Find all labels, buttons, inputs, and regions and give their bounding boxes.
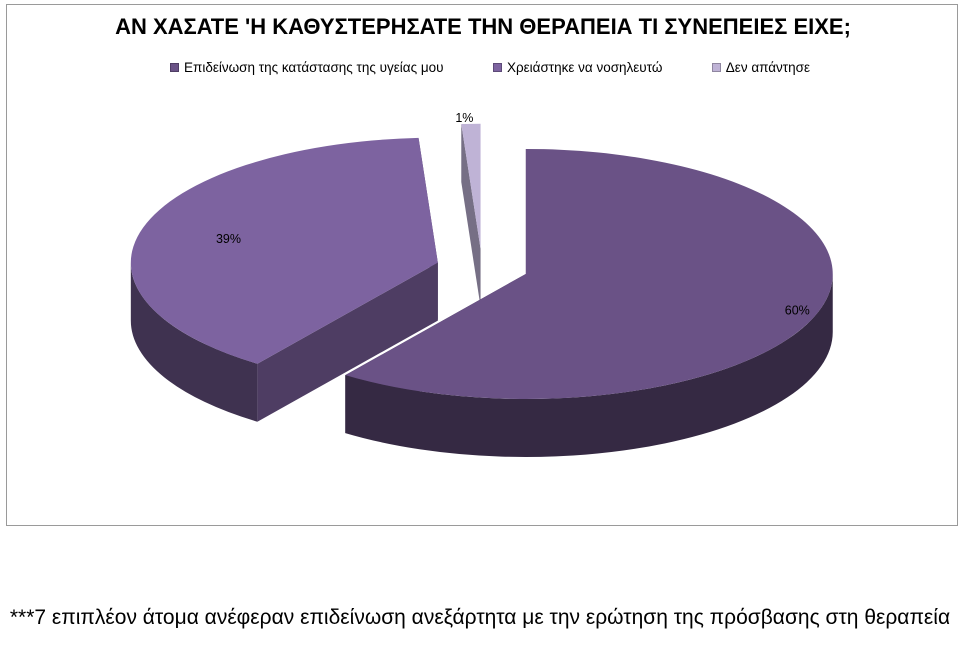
chart-title: ΑΝ ΧΑΣΑΤΕ 'Η ΚΑΘΥΣΤΕΡΗΣΑΤΕ ΤΗΝ ΘΕΡΑΠΕΙΑ … xyxy=(115,14,851,39)
chart-legend: Επιδείνωση της κατάστασης της υγείας μου… xyxy=(170,60,810,75)
legend-label-hospitalized: Χρειάστηκε να νοσηλευτώ xyxy=(506,60,663,75)
data-label-no-answer: 1% xyxy=(455,111,473,125)
legend-item-worsening: Επιδείνωση της κατάστασης της υγείας μου xyxy=(170,60,444,75)
legend-label-worsening: Επιδείνωση της κατάστασης της υγείας μου xyxy=(184,60,444,75)
data-label-worsening: 60% xyxy=(785,304,810,318)
pie-slice-no-answer xyxy=(461,123,481,307)
legend-item-hospitalized: Χρειάστηκε να νοσηλευτώ xyxy=(492,60,663,75)
legend-swatch-no-answer xyxy=(711,63,721,72)
legend-swatch-hospitalized xyxy=(492,63,502,72)
data-label-hospitalized: 39% xyxy=(216,232,241,246)
pie-slice-hospitalized xyxy=(130,137,438,422)
pie-slice-worsening xyxy=(345,148,833,457)
legend-swatch-worsening xyxy=(170,63,179,72)
footnote: ***7 επιπλέον άτομα ανέφεραν επιδείνωση … xyxy=(9,606,951,629)
legend-item-no-answer: Δεν απάντησε xyxy=(711,60,810,75)
legend-label-no-answer: Δεν απάντησε xyxy=(725,60,810,75)
